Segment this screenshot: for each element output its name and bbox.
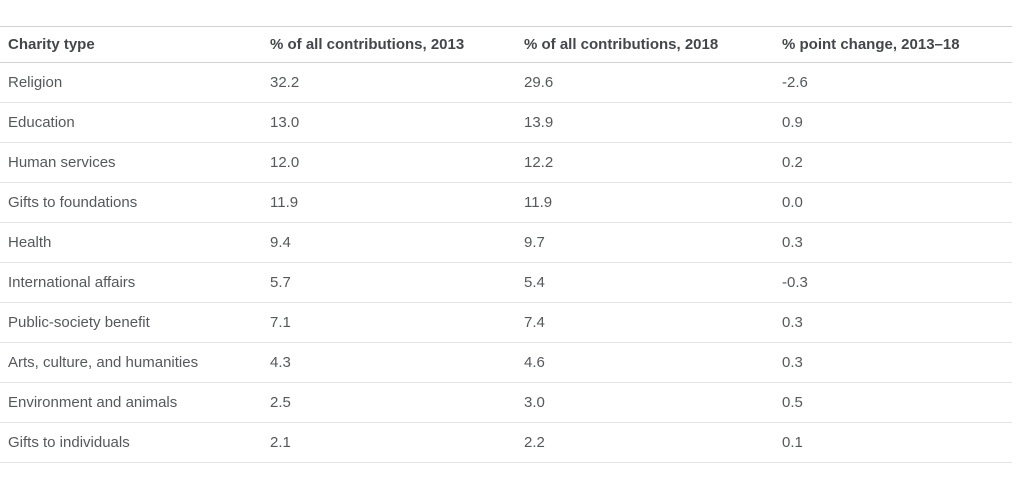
table-row: Health 9.4 9.7 0.3	[0, 222, 1012, 263]
cell-pct-point-change: 0.0	[774, 182, 1012, 223]
cell-pct-2013: 13.0	[262, 102, 516, 143]
cell-pct-2013: 7.1	[262, 302, 516, 343]
table-row: Gifts to individuals 2.1 2.2 0.1	[0, 422, 1012, 463]
cell-pct-2018: 12.2	[516, 142, 774, 183]
cell-pct-point-change: -0.3	[774, 262, 1012, 303]
cell-charity-type: Religion	[0, 62, 262, 103]
cell-charity-type: Public-society benefit	[0, 302, 262, 343]
cell-pct-2018: 29.6	[516, 62, 774, 103]
cell-pct-2018: 13.9	[516, 102, 774, 143]
column-header-charity-type: Charity type	[0, 26, 262, 63]
cell-pct-2018: 9.7	[516, 222, 774, 263]
cell-pct-2013: 11.9	[262, 182, 516, 223]
cell-charity-type: Arts, culture, and humanities	[0, 342, 262, 383]
table-row: Arts, culture, and humanities 4.3 4.6 0.3	[0, 342, 1012, 383]
cell-pct-point-change: 0.3	[774, 342, 1012, 383]
cell-pct-2013: 2.5	[262, 382, 516, 423]
cell-charity-type: Gifts to foundations	[0, 182, 262, 223]
cell-pct-2013: 5.7	[262, 262, 516, 303]
column-header-pct-point-change: % point change, 2013–18	[774, 26, 1012, 63]
cell-charity-type: Human services	[0, 142, 262, 183]
table-row: International affairs 5.7 5.4 -0.3	[0, 262, 1012, 303]
cell-charity-type: International affairs	[0, 262, 262, 303]
table-header-row: Charity type% of all contributions, 2013…	[0, 26, 1012, 63]
charity-contributions-table: Charity type% of all contributions, 2013…	[0, 26, 1012, 463]
table-header: Charity type% of all contributions, 2013…	[0, 26, 1012, 63]
table-body: Religion 32.2 29.6 -2.6 Education 13.0 13.9 0.9…	[0, 62, 1012, 463]
table-row: Public-society benefit 7.1 7.4 0.3	[0, 302, 1012, 343]
column-header-pct-2018: % of all contributions, 2018	[516, 26, 774, 63]
column-header-pct-2013: % of all contributions, 2013	[262, 26, 516, 63]
cell-pct-point-change: 0.3	[774, 302, 1012, 343]
cell-pct-2013: 4.3	[262, 342, 516, 383]
cell-pct-point-change: -2.6	[774, 62, 1012, 103]
table-row: Religion 32.2 29.6 -2.6	[0, 62, 1012, 103]
cell-pct-2018: 2.2	[516, 422, 774, 463]
cell-pct-2018: 11.9	[516, 182, 774, 223]
cell-pct-point-change: 0.9	[774, 102, 1012, 143]
cell-charity-type: Health	[0, 222, 262, 263]
cell-pct-point-change: 0.5	[774, 382, 1012, 423]
cell-pct-2018: 3.0	[516, 382, 774, 423]
cell-pct-2018: 4.6	[516, 342, 774, 383]
cell-pct-point-change: 0.3	[774, 222, 1012, 263]
cell-pct-point-change: 0.2	[774, 142, 1012, 183]
cell-pct-2018: 5.4	[516, 262, 774, 303]
table-container: Charity type% of all contributions, 2013…	[0, 26, 1012, 463]
cell-pct-2018: 7.4	[516, 302, 774, 343]
cell-pct-2013: 9.4	[262, 222, 516, 263]
table-row: Education 13.0 13.9 0.9	[0, 102, 1012, 143]
table-row: Gifts to foundations 11.9 11.9 0.0	[0, 182, 1012, 223]
table-row: Environment and animals 2.5 3.0 0.5	[0, 382, 1012, 423]
cell-charity-type: Gifts to individuals	[0, 422, 262, 463]
cell-pct-2013: 2.1	[262, 422, 516, 463]
table-row: Human services 12.0 12.2 0.2	[0, 142, 1012, 183]
cell-pct-point-change: 0.1	[774, 422, 1012, 463]
cell-pct-2013: 32.2	[262, 62, 516, 103]
cell-charity-type: Education	[0, 102, 262, 143]
cell-charity-type: Environment and animals	[0, 382, 262, 423]
cell-pct-2013: 12.0	[262, 142, 516, 183]
